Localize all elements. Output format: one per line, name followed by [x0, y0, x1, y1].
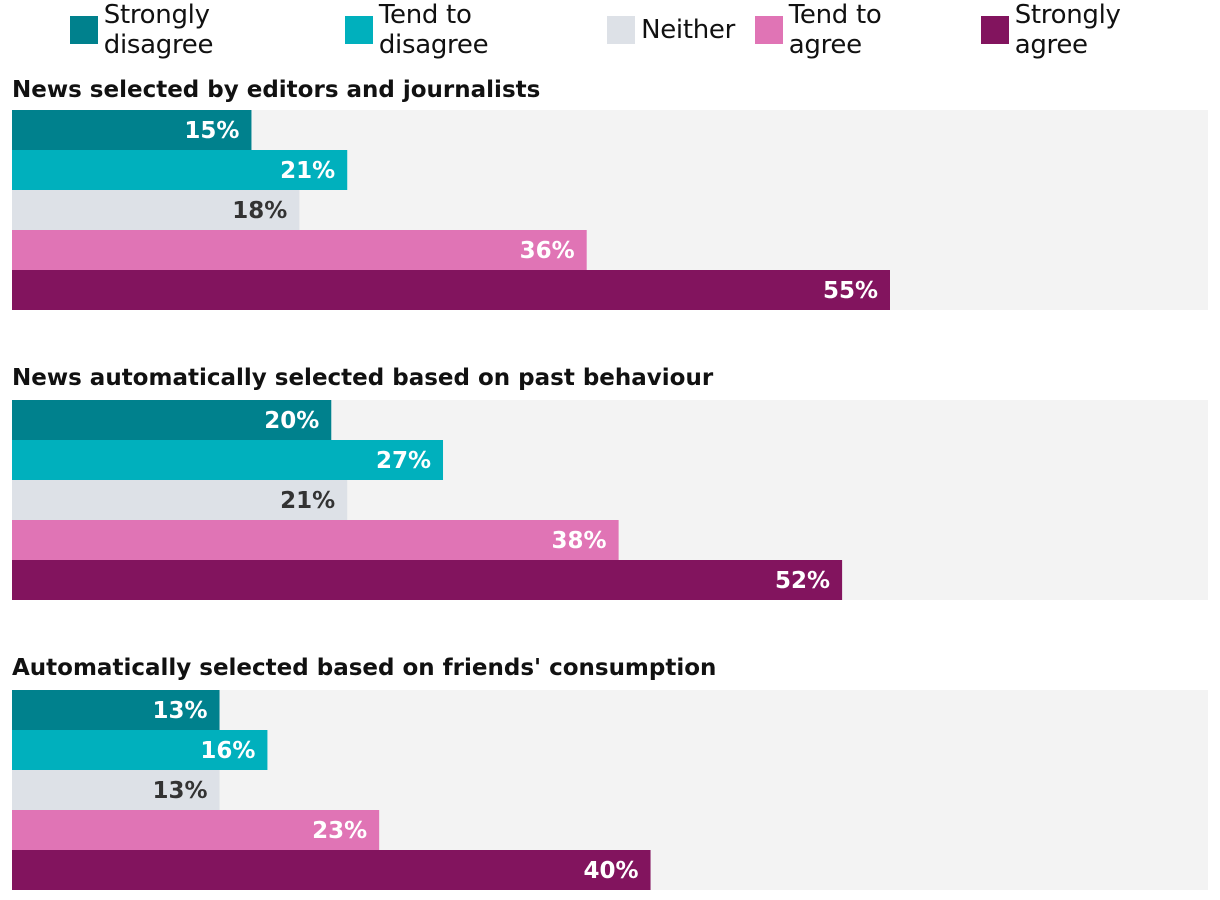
legend-swatch — [607, 16, 636, 44]
bar — [12, 400, 332, 440]
bar — [12, 690, 220, 730]
bar-value-label: 40% — [583, 858, 638, 884]
panel-title: Automatically selected based on friends'… — [12, 655, 716, 681]
legend-label: Strongly agree — [1014, 0, 1121, 60]
bar-value-label: 21% — [280, 488, 335, 514]
legend-item: Tend to agree — [755, 0, 961, 60]
legend-label: Tend to disagree — [378, 0, 489, 60]
legend-swatch — [70, 16, 98, 44]
bar-value-label: 36% — [520, 238, 575, 264]
legend-item: Tend to disagree — [345, 0, 587, 60]
bar — [12, 150, 348, 190]
legend-item: Neither — [607, 15, 735, 45]
bar — [12, 230, 587, 270]
bar-value-label: 27% — [376, 448, 431, 474]
bar-value-label: 55% — [823, 278, 878, 304]
bar-value-label: 23% — [312, 818, 367, 844]
legend-label: Strongly disagree — [103, 0, 214, 60]
bar — [12, 730, 268, 770]
panel-title: News selected by editors and journalists — [12, 77, 540, 103]
panel: News automatically selected based on pas… — [12, 365, 1208, 600]
bar — [12, 520, 619, 560]
bar-value-label: 16% — [200, 738, 255, 764]
bar — [12, 440, 444, 480]
legend-item: Strongly disagree — [70, 0, 325, 60]
bar-value-label: 21% — [280, 158, 335, 184]
bar-value-label: 18% — [232, 198, 287, 224]
bar-value-label: 20% — [264, 408, 319, 434]
bar — [12, 110, 252, 150]
bar — [12, 270, 890, 310]
legend-swatch — [755, 16, 783, 44]
bar — [12, 770, 220, 810]
legend: Strongly disagree Tend to disagree Neither… — [70, 0, 1220, 60]
panel-title: News automatically selected based on pas… — [12, 365, 714, 391]
bar-value-label: 38% — [552, 528, 607, 554]
bar-value-label: 52% — [775, 568, 830, 594]
bar-value-label: 13% — [152, 778, 207, 804]
legend-label: Tend to agree — [788, 0, 882, 60]
panel: News selected by editors and journalists… — [12, 77, 1208, 310]
legend-item: Strongly agree — [980, 0, 1200, 60]
bar-value-label: 15% — [184, 118, 239, 144]
bar — [12, 190, 300, 230]
legend-swatch — [980, 16, 1009, 44]
legend-swatch — [345, 16, 373, 44]
panel: Automatically selected based on friends'… — [12, 655, 1208, 890]
bar-value-label: 13% — [152, 698, 207, 724]
bar — [12, 850, 651, 890]
bar — [12, 810, 380, 850]
bar — [12, 480, 348, 520]
legend-label: Neither — [641, 15, 736, 45]
bar — [12, 560, 843, 600]
